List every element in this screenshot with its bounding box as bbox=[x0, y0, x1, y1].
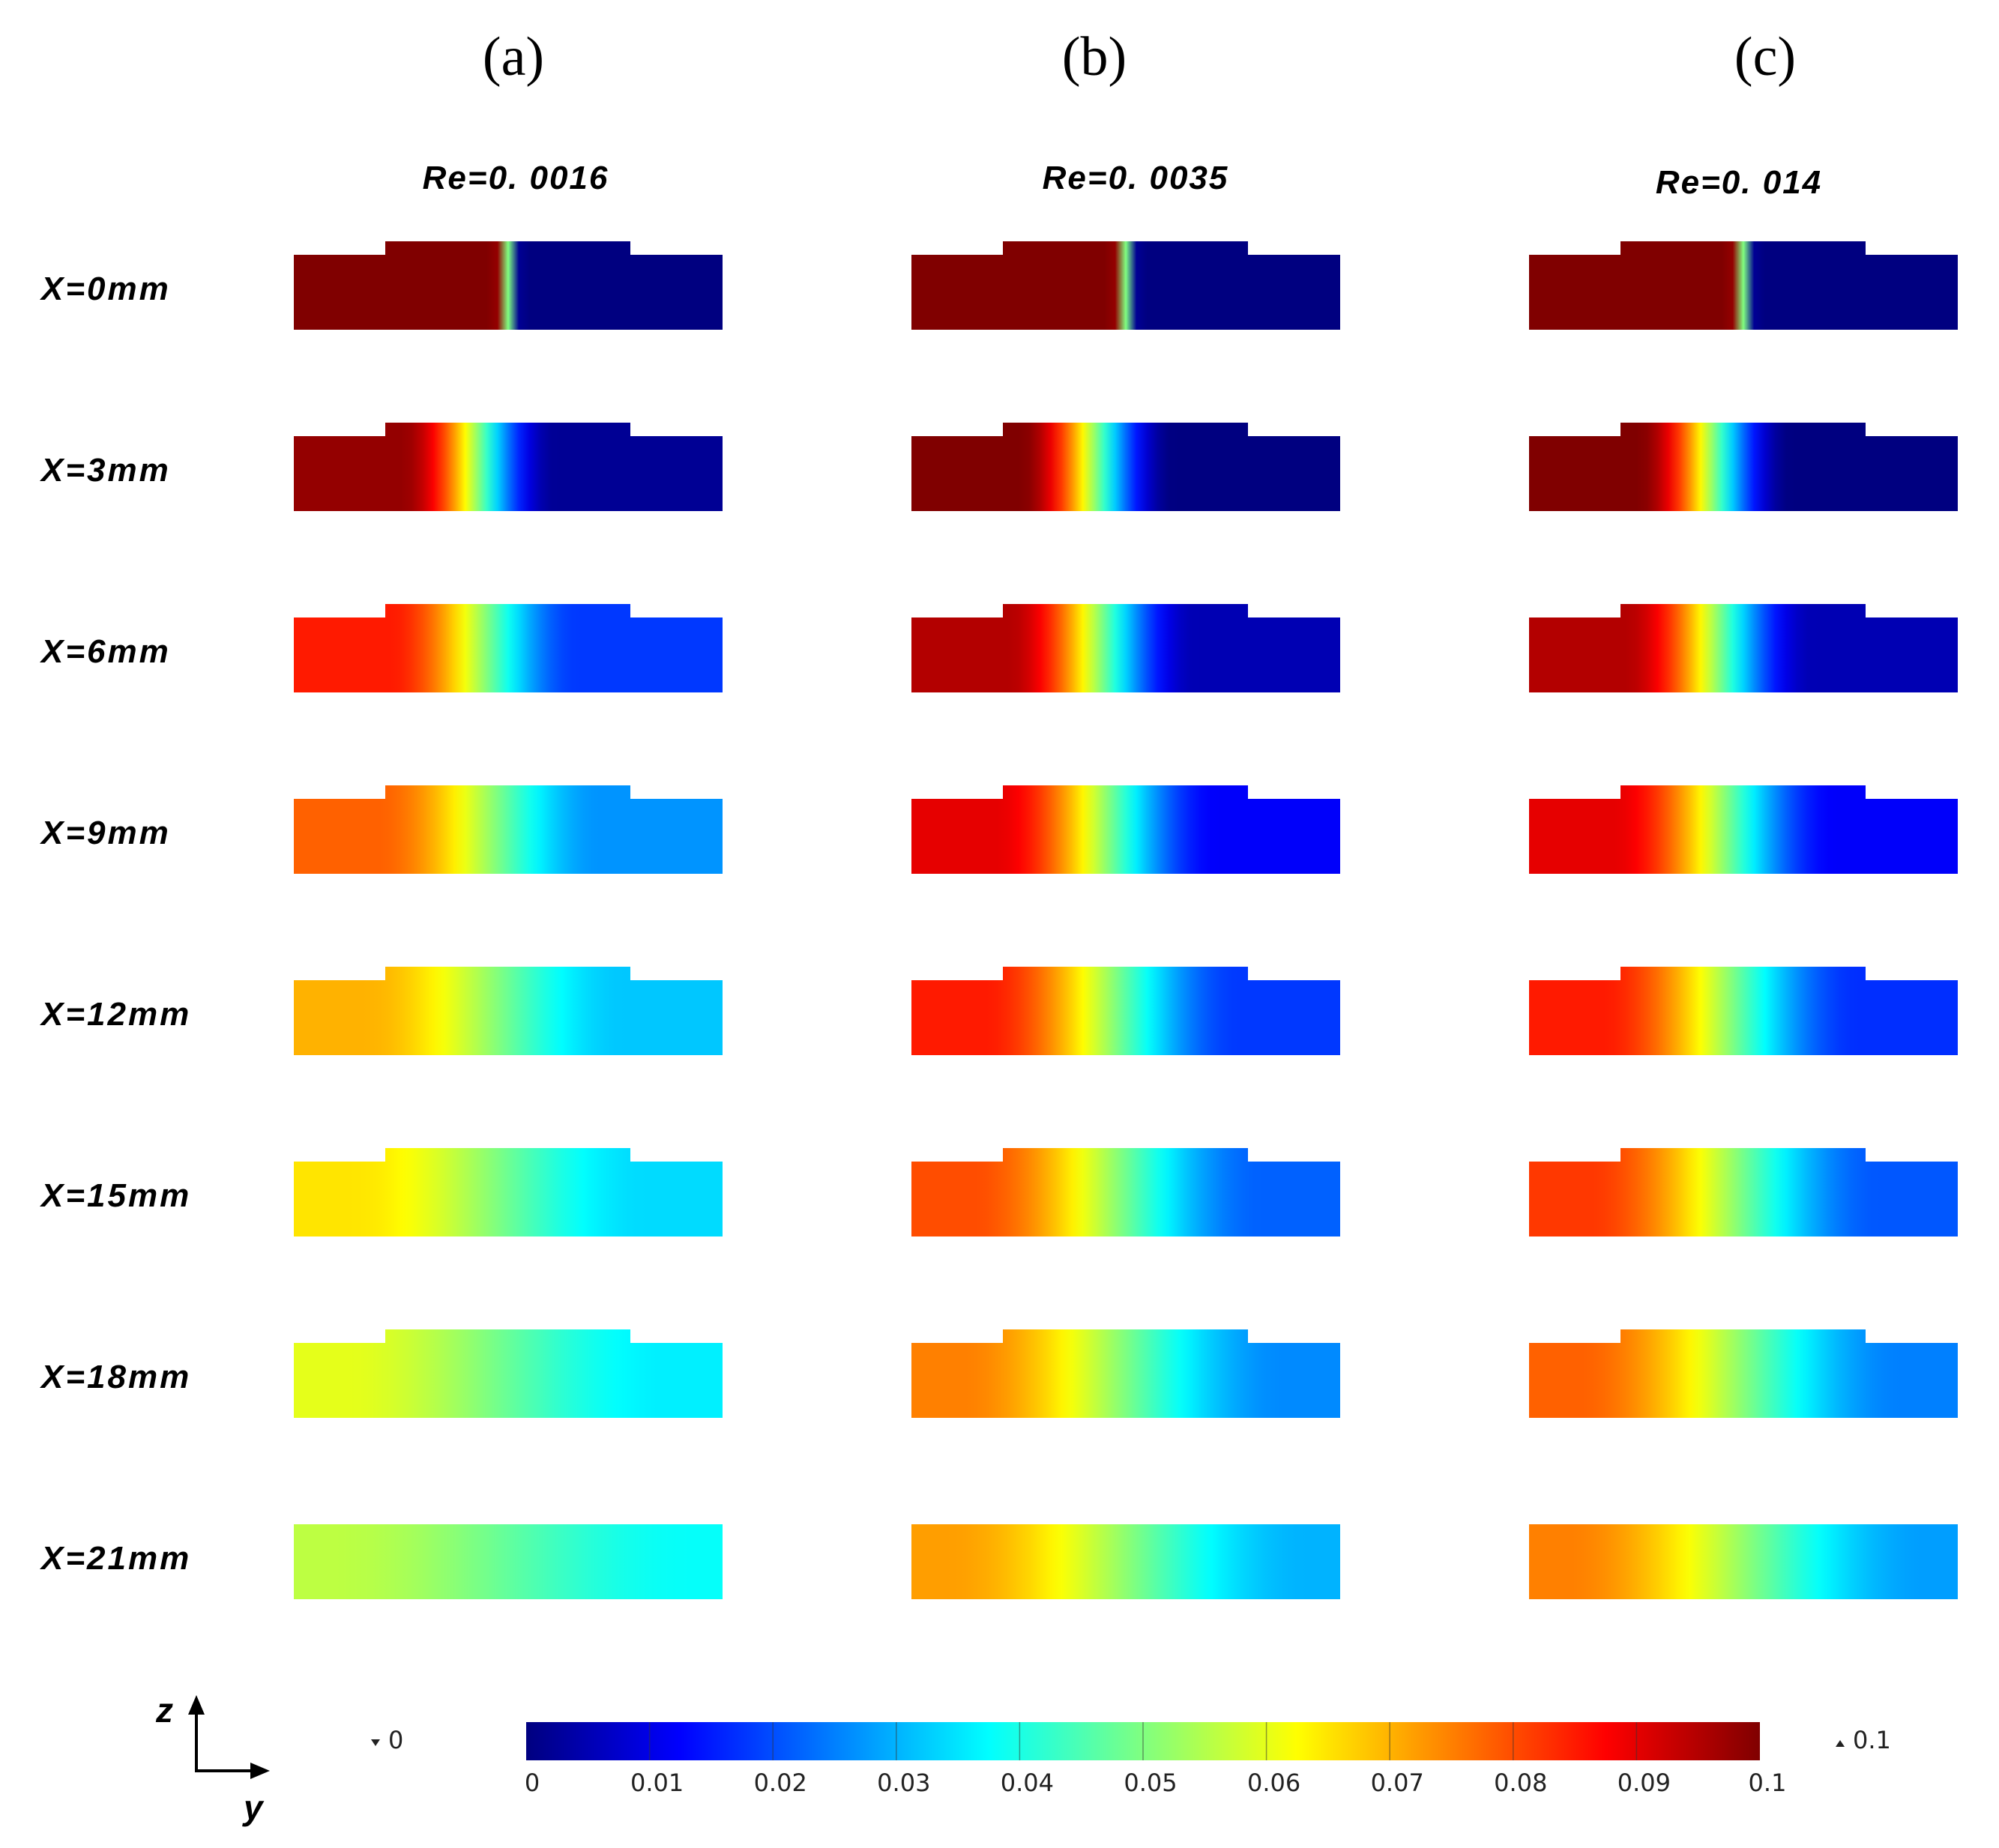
contour-slice bbox=[294, 604, 723, 692]
colorbar-ticks: 0 0.01 0.02 0.03 0.04 0.05 0.06 0.07 0.08 0.09 0.1 bbox=[525, 1722, 1787, 1797]
colorbar-min-marker-triangle bbox=[371, 1739, 380, 1746]
contour-slice bbox=[911, 423, 1340, 511]
contour-slice bbox=[1529, 423, 1958, 511]
re-label-c: Re=0. 014 bbox=[1656, 164, 1822, 201]
colorbar-tick-label: 0.01 bbox=[630, 1769, 684, 1797]
colorbar-tick-label: 0.08 bbox=[1494, 1769, 1547, 1797]
contour-slice bbox=[294, 1148, 723, 1236]
contour-slice bbox=[294, 1329, 723, 1418]
colorbar-tick-label: 0.07 bbox=[1371, 1769, 1424, 1797]
row-label-0: X=0mm bbox=[39, 271, 171, 307]
row-label-1: X=3mm bbox=[39, 452, 171, 489]
y-axis-label: y bbox=[242, 1788, 265, 1827]
panel-letter-c: (c) bbox=[1734, 26, 1796, 88]
row-label-3: X=9mm bbox=[39, 815, 171, 851]
contour-slice bbox=[1529, 1148, 1958, 1236]
row-label-4: X=12mm bbox=[39, 996, 191, 1033]
axis-indicator: z y bbox=[155, 1691, 270, 1827]
colorbar-tick-label: 0.03 bbox=[877, 1769, 930, 1797]
contour-slice bbox=[911, 1148, 1340, 1236]
contour-slice bbox=[294, 785, 723, 874]
contour-slice bbox=[1529, 785, 1958, 874]
re-label-b: Re=0. 0035 bbox=[1043, 160, 1229, 196]
contour-slice bbox=[911, 241, 1340, 330]
colorbar-tick-label: 0.09 bbox=[1617, 1769, 1671, 1797]
z-axis-arrowhead bbox=[188, 1695, 205, 1715]
row-label-6: X=18mm bbox=[39, 1359, 191, 1395]
contour-slice bbox=[1529, 604, 1958, 692]
colorbar-min-marker: 0 bbox=[388, 1726, 403, 1754]
contour-slice bbox=[294, 241, 723, 330]
colorbar-max-marker: 0.1 bbox=[1853, 1726, 1891, 1754]
contour-slice bbox=[911, 1329, 1340, 1418]
contour-slice bbox=[294, 1524, 723, 1599]
row-label-2: X=6mm bbox=[39, 633, 171, 670]
contour-slice bbox=[294, 423, 723, 511]
contour-slice bbox=[911, 785, 1340, 874]
colorbar-tick-label: 0 bbox=[525, 1769, 540, 1797]
contour-slice bbox=[1529, 967, 1958, 1055]
colorbar-max-marker-triangle bbox=[1836, 1740, 1845, 1747]
re-label-a: Re=0. 0016 bbox=[423, 160, 609, 196]
row-label-5: X=15mm bbox=[39, 1177, 191, 1214]
contour-slice bbox=[911, 967, 1340, 1055]
contour-slice bbox=[911, 604, 1340, 692]
contour-slice bbox=[911, 1524, 1340, 1599]
contour-slice bbox=[1529, 1524, 1958, 1599]
z-axis-label: z bbox=[155, 1691, 173, 1730]
contour-slice bbox=[294, 967, 723, 1055]
contour-slice bbox=[1529, 1329, 1958, 1418]
contour-slice bbox=[1529, 241, 1958, 330]
row-label-7: X=21mm bbox=[39, 1540, 191, 1577]
colorbar-tick-label: 0.05 bbox=[1124, 1769, 1177, 1797]
colorbar-tick-label: 0.1 bbox=[1749, 1769, 1787, 1797]
colorbar: 0 0.01 0.02 0.03 0.04 0.05 0.06 0.07 0.08 0.09 0.1… bbox=[371, 1722, 1891, 1797]
colorbar-tick-label: 0.06 bbox=[1247, 1769, 1300, 1797]
colorbar-tick-label: 0.02 bbox=[754, 1769, 807, 1797]
colorbar-tick-label: 0.04 bbox=[1001, 1769, 1054, 1797]
panel-letter-a: (a) bbox=[483, 26, 544, 88]
contour-slices bbox=[294, 241, 1958, 1599]
y-axis-arrowhead bbox=[250, 1763, 270, 1779]
panel-letter-b: (b) bbox=[1062, 26, 1127, 88]
